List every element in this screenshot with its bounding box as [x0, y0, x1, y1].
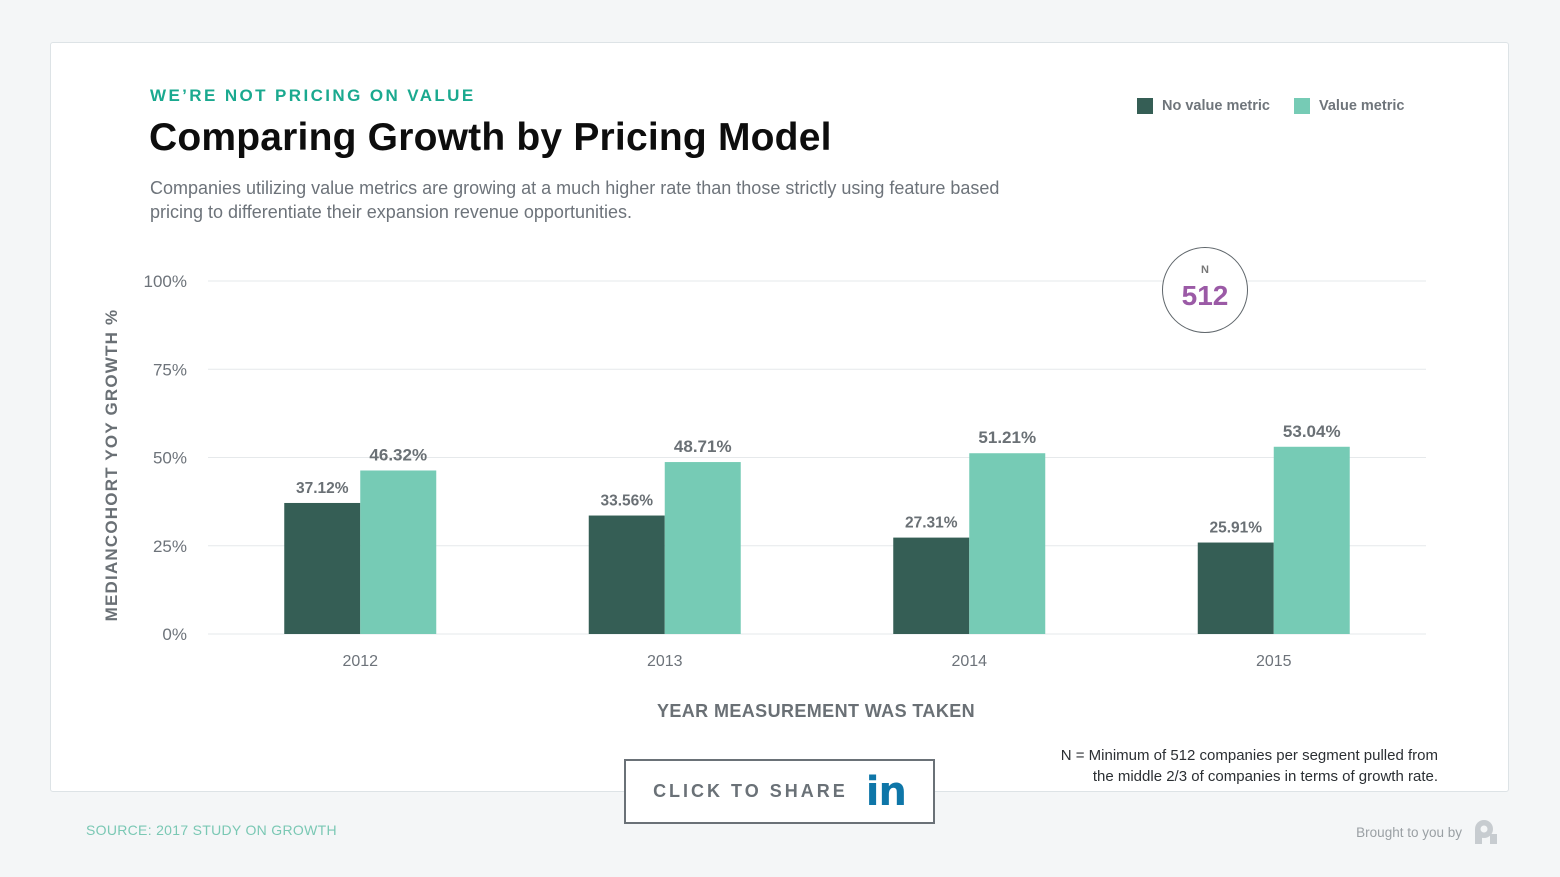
y-axis-title: MEDIANCOHORT YOY GROWTH % — [102, 308, 121, 622]
share-linkedin-button[interactable]: CLICK TO SHARE in — [624, 759, 935, 824]
y-tick-label: 75% — [153, 360, 187, 379]
bar-value-label: 27.31% — [905, 515, 958, 532]
legend-label: Value metric — [1319, 98, 1405, 114]
bar-value-label: 48.71% — [674, 437, 732, 456]
chart-card — [50, 42, 1509, 792]
chart-title: Comparing Growth by Pricing Model — [149, 116, 832, 159]
eyebrow-label: WE’RE NOT PRICING ON VALUE — [150, 86, 476, 105]
x-tick-label: 2014 — [951, 653, 987, 670]
share-button-label: CLICK TO SHARE — [653, 781, 848, 801]
bar-value-label: 53.04% — [1283, 422, 1341, 441]
bar — [360, 470, 437, 634]
brought-to-you-by-label: Brought to you by — [1356, 824, 1462, 840]
source-note: SOURCE: 2017 STUDY ON GROWTH — [86, 822, 337, 838]
legend-swatch-no-value-metric — [1137, 98, 1153, 114]
legend-item-no-value-metric: No value metric — [1137, 98, 1270, 114]
bar — [588, 515, 665, 634]
brought-to-you-by[interactable]: Brought to you by — [1356, 818, 1500, 846]
x-axis-title: YEAR MEASUREMENT WAS TAKEN — [656, 701, 976, 721]
bar-value-label: 51.21% — [978, 428, 1036, 447]
x-tick-label: 2012 — [342, 653, 378, 670]
y-tick-label: 0% — [162, 625, 187, 644]
x-tick-label: 2015 — [1256, 653, 1292, 670]
footnote-line: N = Minimum of 512 companies per segment… — [1060, 747, 1438, 764]
y-tick-label: 100% — [144, 272, 187, 291]
legend-swatch-value-metric — [1294, 98, 1310, 114]
chart-subtitle: Companies utilizing value metrics are gr… — [150, 178, 1000, 222]
linkedin-icon: in — [865, 768, 907, 815]
bar — [664, 462, 741, 634]
x-tick-label: 2013 — [647, 653, 683, 670]
y-tick-label: 50% — [153, 449, 187, 468]
legend-label: No value metric — [1162, 98, 1270, 114]
bar — [1197, 542, 1274, 634]
bar-value-label: 33.56% — [600, 493, 653, 510]
sample-size-label: N — [1201, 264, 1209, 276]
bar-value-label: 25.91% — [1209, 520, 1262, 537]
bar — [1273, 446, 1350, 634]
bar — [284, 502, 361, 634]
legend-item-value-metric: Value metric — [1294, 98, 1404, 114]
y-tick-label: 25% — [153, 537, 187, 556]
bar-value-label: 46.32% — [369, 445, 427, 464]
sample-size-badge: N 512 — [1162, 247, 1248, 333]
footnote-line: the middle 2/3 of companies in terms of … — [1092, 768, 1438, 785]
footnote: N = Minimum of 512 companies per segment… — [1018, 745, 1438, 787]
bar — [893, 537, 970, 634]
sample-size-value: 512 — [1181, 280, 1229, 311]
bar-value-label: 37.12% — [296, 480, 349, 497]
profitwell-logo-icon — [1475, 820, 1497, 844]
bar — [969, 453, 1046, 634]
